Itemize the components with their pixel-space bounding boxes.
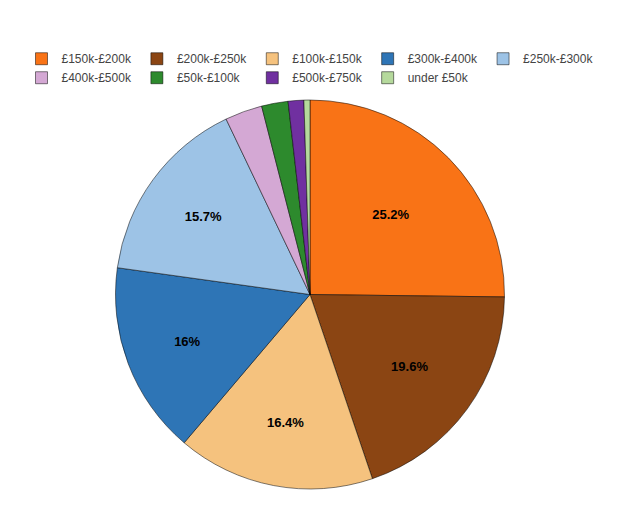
- svg-text:£200k-£250k: £200k-£250k: [177, 52, 247, 66]
- svg-text:£50k-£100k: £50k-£100k: [177, 71, 241, 85]
- svg-text:under £50k: under £50k: [408, 71, 469, 85]
- svg-text:25.2%: 25.2%: [372, 207, 409, 222]
- svg-text:£100k-£150k: £100k-£150k: [292, 52, 362, 66]
- svg-text:19.6%: 19.6%: [391, 359, 428, 374]
- svg-text:16.4%: 16.4%: [267, 415, 304, 430]
- svg-text:£400k-£500k: £400k-£500k: [62, 71, 132, 85]
- svg-text:£250k-£300k: £250k-£300k: [523, 52, 593, 66]
- svg-text:16%: 16%: [174, 334, 200, 349]
- svg-text:15.7%: 15.7%: [185, 209, 222, 224]
- svg-text:£150k-£200k: £150k-£200k: [62, 52, 132, 66]
- svg-text:£500k-£750k: £500k-£750k: [292, 71, 362, 85]
- svg-text:£300k-£400k: £300k-£400k: [408, 52, 478, 66]
